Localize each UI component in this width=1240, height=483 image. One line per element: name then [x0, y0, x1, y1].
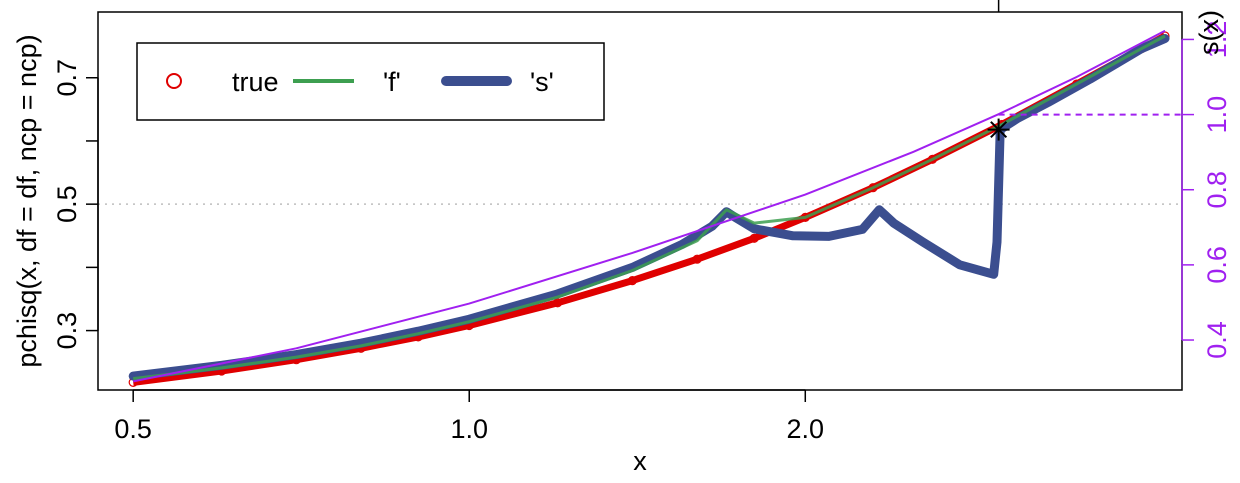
y-axis-right: 0.4 0.6 0.8 1.0 1.2 — [1181, 21, 1232, 359]
series-s-line — [128, 34, 1170, 381]
legend-marker-true — [166, 73, 182, 89]
series-true-point — [927, 154, 938, 164]
legend-label-f: 'f' — [383, 67, 401, 97]
y-tick-label: 0.3 — [52, 312, 82, 350]
x-axis: 0.5 1.0 2.0 — [114, 389, 825, 444]
y2-tick-label: 0.6 — [1202, 246, 1232, 284]
series-true-point — [627, 276, 638, 286]
y-tick-label: 0.5 — [52, 185, 82, 223]
series-layer — [128, 29, 1170, 387]
series-true-point — [868, 183, 878, 193]
y2-tick-label: 0.4 — [1202, 321, 1232, 359]
y2-tick-label: 0.8 — [1202, 171, 1232, 209]
series-true-point — [552, 298, 563, 308]
y-tick-label: 0.7 — [52, 59, 82, 97]
series-s-of-x-line — [133, 29, 1166, 383]
legend-label-s: 's' — [530, 67, 554, 97]
x-axis-title: x — [633, 446, 647, 476]
asterisk-stroke — [990, 121, 1008, 139]
asterisk-marker — [987, 118, 1010, 141]
series-true-point — [692, 254, 702, 264]
legend: true 'f' 's' — [136, 42, 605, 121]
y-axis-title: pchisq(x, df = df, ncp = ncp) — [12, 34, 42, 367]
series-true-point — [749, 233, 759, 243]
legend-label-true: true — [232, 67, 279, 97]
x-tick-label: 0.5 — [114, 414, 152, 444]
y2-tick-label: 1.0 — [1202, 96, 1232, 134]
legend-box — [136, 42, 605, 121]
x-tick-label: 2.0 — [787, 414, 825, 444]
y2-tick-label: 1.2 — [1202, 21, 1232, 59]
y-axis-left: 0.3 0.5 0.7 — [52, 59, 99, 350]
x-tick-label: 1.0 — [450, 414, 488, 444]
y2-axis-title: s(x) — [1194, 10, 1224, 55]
